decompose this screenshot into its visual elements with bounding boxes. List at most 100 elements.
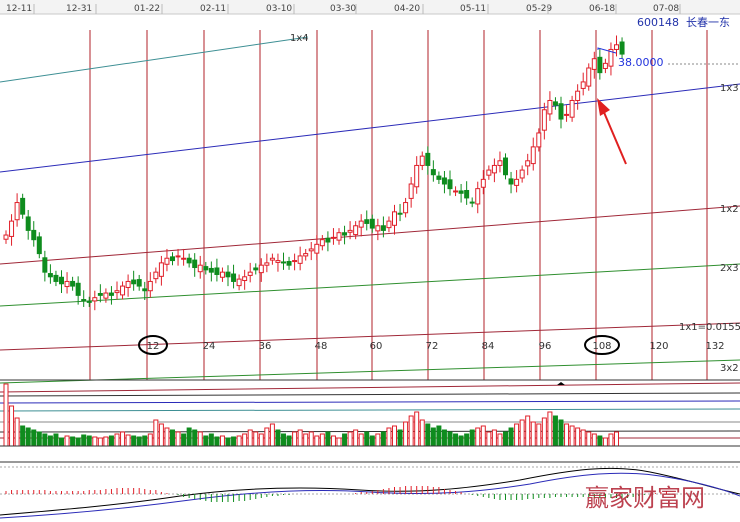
candle-body xyxy=(436,175,442,180)
indicator-pane xyxy=(0,461,740,519)
period-count-label: 60 xyxy=(370,341,383,352)
volume-marker xyxy=(557,382,565,385)
volume-bar xyxy=(330,435,336,447)
volume-bar xyxy=(170,429,175,447)
candle-body xyxy=(602,62,608,69)
candle-body xyxy=(430,169,436,176)
gann-line xyxy=(0,205,740,265)
candle-body xyxy=(59,276,64,285)
date-label: 05-29 xyxy=(526,4,552,14)
period-count-label: 84 xyxy=(482,341,495,352)
volume-bar xyxy=(342,433,348,447)
candle-body xyxy=(253,267,259,271)
volume-bar xyxy=(92,436,98,447)
candle-body xyxy=(219,271,225,278)
volume-bar xyxy=(314,435,320,447)
candle-body xyxy=(81,299,87,302)
candle-body xyxy=(608,48,614,67)
volume-bar xyxy=(75,437,81,447)
candlestick-series xyxy=(3,35,625,311)
volume-bar xyxy=(419,419,425,447)
volume-bar xyxy=(281,433,286,447)
volume-bar xyxy=(242,433,248,447)
volume-bar xyxy=(453,433,459,447)
volume-bar xyxy=(491,429,497,447)
date-label: 07-08 xyxy=(653,4,679,14)
volume-bar xyxy=(42,433,48,447)
volume-overlay-line xyxy=(0,430,740,433)
red-arrow-shaft xyxy=(602,109,627,165)
volume-bar xyxy=(519,419,525,447)
volume-bar xyxy=(108,435,114,447)
red-arrow-head xyxy=(597,98,610,116)
volume-bar xyxy=(303,433,309,447)
candle-body xyxy=(142,288,148,292)
period-count-label: 12 xyxy=(147,341,160,352)
volume-bar xyxy=(247,429,253,447)
candle-body xyxy=(380,225,386,231)
candle-body xyxy=(297,255,303,264)
candle-body xyxy=(614,44,619,50)
gann-line xyxy=(0,322,740,351)
red-arrow xyxy=(597,98,627,165)
volume-bar xyxy=(408,415,414,447)
volume-bar xyxy=(575,427,581,447)
volume-bar xyxy=(447,431,453,447)
volume-bar xyxy=(375,433,381,447)
candle-body xyxy=(369,218,375,229)
gann-line xyxy=(0,36,309,83)
volume-bar xyxy=(153,419,159,447)
period-count-label: 24 xyxy=(203,341,216,352)
volume-bar xyxy=(564,423,570,447)
volume-bar xyxy=(547,411,553,447)
candle-body xyxy=(42,257,48,273)
candle-body xyxy=(425,152,431,166)
volume-bar xyxy=(353,429,359,447)
gann-line-label: 2x3 xyxy=(720,263,739,274)
date-axis-bar xyxy=(0,0,740,14)
count-circle xyxy=(138,335,168,355)
volume-bar xyxy=(586,431,592,447)
date-label: 12-31 xyxy=(66,4,92,14)
candle-body xyxy=(92,297,98,302)
candle-body xyxy=(386,220,392,229)
candle-body xyxy=(242,276,248,282)
candle-body xyxy=(497,160,503,166)
volume-bar xyxy=(64,435,70,447)
price-annotation-leader xyxy=(597,47,617,54)
candle-body xyxy=(480,178,486,188)
candle-body xyxy=(486,169,492,176)
candle-body xyxy=(103,292,109,299)
volume-bar xyxy=(525,415,531,447)
candle-body xyxy=(164,257,170,265)
volume-bar xyxy=(369,435,375,447)
volume-bar xyxy=(469,429,475,447)
volume-bar xyxy=(530,421,536,447)
candle-body xyxy=(419,155,425,166)
volume-bar xyxy=(9,405,15,447)
volume-bar xyxy=(3,383,9,447)
period-count-label: 36 xyxy=(259,341,272,352)
volume-overlay-line xyxy=(0,382,740,393)
volume-bar xyxy=(236,435,242,447)
volume-bar xyxy=(552,415,558,447)
volume-bar xyxy=(325,431,331,447)
volume-bar xyxy=(186,427,192,447)
candle-body xyxy=(75,282,81,296)
volume-bar xyxy=(569,425,575,447)
candle-body xyxy=(3,234,9,240)
volume-bar xyxy=(486,431,492,447)
candle-body xyxy=(203,266,209,271)
volume-bar xyxy=(514,423,520,447)
volume-bar xyxy=(136,436,142,447)
volume-bar xyxy=(192,429,198,447)
gann-line xyxy=(0,263,740,307)
date-label: 03-30 xyxy=(330,4,356,14)
volume-bar xyxy=(436,425,442,447)
candle-body xyxy=(125,280,131,288)
candle-body xyxy=(108,292,114,296)
volume-bar xyxy=(214,436,220,447)
candle-body xyxy=(120,285,126,296)
volume-overlay-line xyxy=(0,392,740,397)
